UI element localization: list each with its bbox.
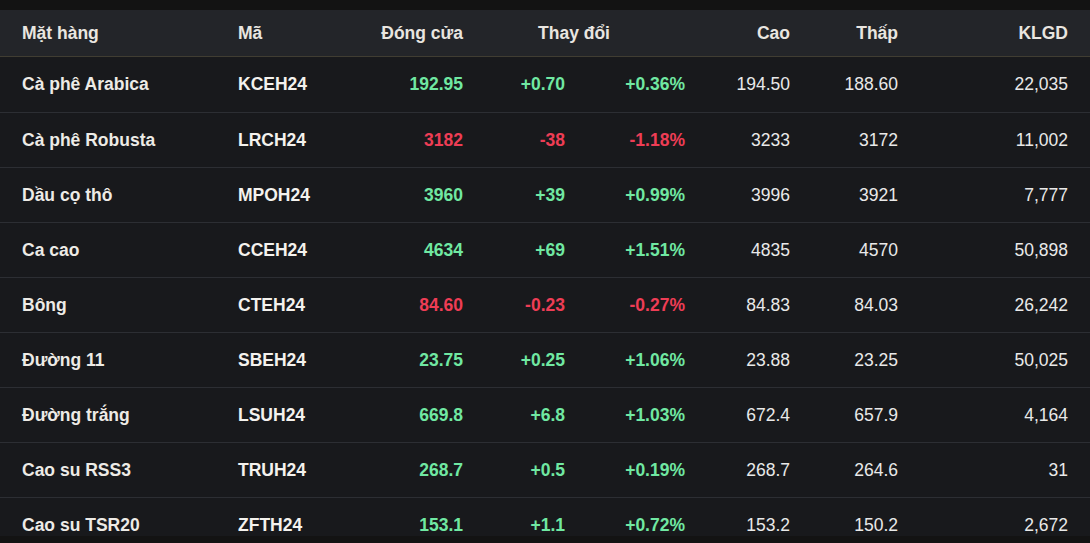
- volume: 7,777: [898, 185, 1068, 206]
- close-price: 669.8: [368, 405, 463, 426]
- volume: 4,164: [898, 405, 1068, 426]
- change-value: +39: [463, 185, 565, 206]
- volume: 31: [898, 460, 1068, 481]
- change-percent: +0.19%: [565, 460, 685, 481]
- change-percent: +0.72%: [565, 515, 685, 536]
- high-price: 153.2: [685, 515, 790, 536]
- change-value: -38: [463, 130, 565, 151]
- high-price: 3233: [685, 130, 790, 151]
- change-percent: -0.27%: [565, 295, 685, 316]
- close-price: 4634: [368, 240, 463, 261]
- high-price: 4835: [685, 240, 790, 261]
- change-value: +69: [463, 240, 565, 261]
- volume: 22,035: [898, 74, 1068, 95]
- commodity-code: TRUH24: [238, 460, 368, 481]
- table-row[interactable]: Cao su RSS3 TRUH24 268.7 +0.5 +0.19% 268…: [0, 442, 1090, 497]
- low-price: 264.6: [790, 460, 898, 481]
- close-price: 3182: [368, 130, 463, 151]
- commodity-quote-table: Mặt hàng Mã Đóng cửa Thay đổi Cao Thấp K…: [0, 10, 1090, 536]
- low-price: 150.2: [790, 515, 898, 536]
- high-price: 23.88: [685, 350, 790, 371]
- commodity-name: Ca cao: [22, 240, 238, 261]
- table-row[interactable]: Bông CTEH24 84.60 -0.23 -0.27% 84.83 84.…: [0, 277, 1090, 332]
- change-value: +1.1: [463, 515, 565, 536]
- close-price: 23.75: [368, 350, 463, 371]
- commodity-code: MPOH24: [238, 185, 368, 206]
- commodity-code: CCEH24: [238, 240, 368, 261]
- volume: 11,002: [898, 130, 1068, 151]
- col-header-high: Cao: [685, 23, 790, 44]
- commodity-name: Dầu cọ thô: [22, 185, 238, 206]
- close-price: 84.60: [368, 295, 463, 316]
- change-value: +0.25: [463, 350, 565, 371]
- table-body: Cà phê Arabica KCEH24 192.95 +0.70 +0.36…: [0, 57, 1090, 536]
- commodity-name: Cà phê Robusta: [22, 130, 238, 151]
- table-header-row: Mặt hàng Mã Đóng cửa Thay đổi Cao Thấp K…: [0, 10, 1090, 57]
- commodity-name: Cà phê Arabica: [22, 74, 238, 95]
- change-percent: -1.18%: [565, 130, 685, 151]
- close-price: 3960: [368, 185, 463, 206]
- low-price: 3921: [790, 185, 898, 206]
- close-price: 153.1: [368, 515, 463, 536]
- change-percent: +1.06%: [565, 350, 685, 371]
- commodity-code: ZFTH24: [238, 515, 368, 536]
- commodity-name: Đường 11: [22, 350, 238, 371]
- table-row[interactable]: Đường 11 SBEH24 23.75 +0.25 +1.06% 23.88…: [0, 332, 1090, 387]
- col-header-code: Mã: [238, 23, 368, 44]
- col-header-close: Đóng cửa: [368, 23, 463, 44]
- change-percent: +0.99%: [565, 185, 685, 206]
- table-row[interactable]: Cà phê Arabica KCEH24 192.95 +0.70 +0.36…: [0, 57, 1090, 112]
- high-price: 194.50: [685, 74, 790, 95]
- commodity-code: KCEH24: [238, 74, 368, 95]
- table-row[interactable]: Cao su TSR20 ZFTH24 153.1 +1.1 +0.72% 15…: [0, 497, 1090, 536]
- low-price: 23.25: [790, 350, 898, 371]
- low-price: 657.9: [790, 405, 898, 426]
- commodity-name: Cao su RSS3: [22, 460, 238, 481]
- high-price: 84.83: [685, 295, 790, 316]
- volume: 50,025: [898, 350, 1068, 371]
- col-header-low: Thấp: [790, 23, 898, 44]
- col-header-volume: KLGD: [898, 23, 1068, 44]
- volume: 50,898: [898, 240, 1068, 261]
- change-percent: +1.03%: [565, 405, 685, 426]
- low-price: 3172: [790, 130, 898, 151]
- table-row[interactable]: Dầu cọ thô MPOH24 3960 +39 +0.99% 3996 3…: [0, 167, 1090, 222]
- commodity-name: Đường trắng: [22, 405, 238, 426]
- change-value: +0.5: [463, 460, 565, 481]
- commodity-code: LRCH24: [238, 130, 368, 151]
- low-price: 4570: [790, 240, 898, 261]
- change-value: -0.23: [463, 295, 565, 316]
- volume: 2,672: [898, 515, 1068, 536]
- table-row[interactable]: Cà phê Robusta LRCH24 3182 -38 -1.18% 32…: [0, 112, 1090, 167]
- close-price: 268.7: [368, 460, 463, 481]
- col-header-change: Thay đổi: [463, 23, 685, 44]
- high-price: 268.7: [685, 460, 790, 481]
- low-price: 84.03: [790, 295, 898, 316]
- change-value: +0.70: [463, 74, 565, 95]
- commodity-code: LSUH24: [238, 405, 368, 426]
- commodity-code: SBEH24: [238, 350, 368, 371]
- commodity-name: Bông: [22, 295, 238, 316]
- volume: 26,242: [898, 295, 1068, 316]
- low-price: 188.60: [790, 74, 898, 95]
- table-row[interactable]: Ca cao CCEH24 4634 +69 +1.51% 4835 4570 …: [0, 222, 1090, 277]
- change-percent: +1.51%: [565, 240, 685, 261]
- table-row[interactable]: Đường trắng LSUH24 669.8 +6.8 +1.03% 672…: [0, 387, 1090, 442]
- change-value: +6.8: [463, 405, 565, 426]
- high-price: 3996: [685, 185, 790, 206]
- change-percent: +0.36%: [565, 74, 685, 95]
- commodity-name: Cao su TSR20: [22, 515, 238, 536]
- close-price: 192.95: [368, 74, 463, 95]
- commodity-code: CTEH24: [238, 295, 368, 316]
- high-price: 672.4: [685, 405, 790, 426]
- col-header-commodity: Mặt hàng: [22, 23, 238, 44]
